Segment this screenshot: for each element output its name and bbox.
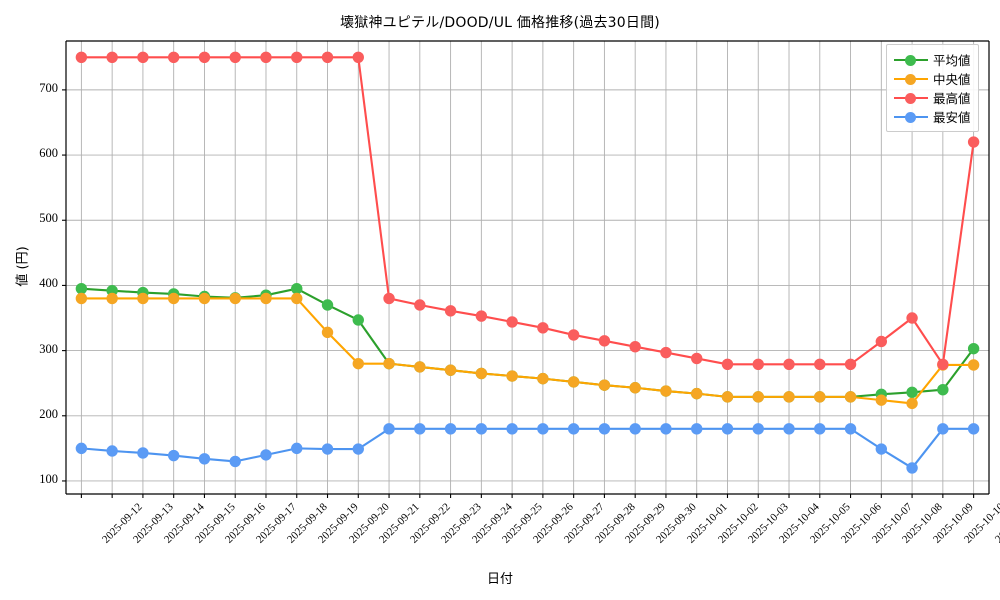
legend-label: 中央値	[933, 72, 971, 87]
series-2	[75, 292, 980, 410]
legend-item-4[interactable]: 最安値	[892, 107, 971, 126]
legend-marker-icon	[892, 70, 930, 88]
chart-legend: 平均値中央値最高値最安値	[886, 44, 979, 132]
legend-item-3[interactable]: 最高値	[892, 88, 971, 107]
legend-dot	[905, 54, 916, 66]
y-tick-label: 200	[39, 406, 58, 421]
legend-label: 最高値	[933, 91, 971, 106]
chart-title: 壊獄神ユピテル/DOOD/UL 価格推移(過去30日間)	[340, 15, 660, 31]
legend-marker-icon	[892, 108, 930, 126]
legend-dot	[905, 92, 916, 104]
legend-marker-icon	[892, 51, 930, 69]
series-3	[75, 51, 980, 370]
legend-dot	[905, 111, 916, 123]
series-4	[75, 423, 980, 474]
y-tick-label: 500	[39, 211, 58, 226]
y-tick-label: 600	[39, 146, 58, 161]
y-axis-title: 値 (円)	[15, 246, 31, 287]
y-tick-label: 400	[39, 276, 58, 291]
legend-label: 最安値	[933, 110, 971, 125]
y-tick-label: 300	[39, 341, 58, 356]
y-tick-label: 100	[39, 471, 58, 486]
legend-item-2[interactable]: 中央値	[892, 69, 971, 88]
y-tick-label: 700	[39, 80, 58, 95]
legend-label: 平均値	[933, 53, 971, 68]
x-axis-title: 日付	[486, 572, 513, 587]
legend-marker-icon	[892, 89, 930, 107]
legend-dot	[905, 73, 916, 85]
legend-item-1[interactable]: 平均値	[892, 50, 971, 69]
